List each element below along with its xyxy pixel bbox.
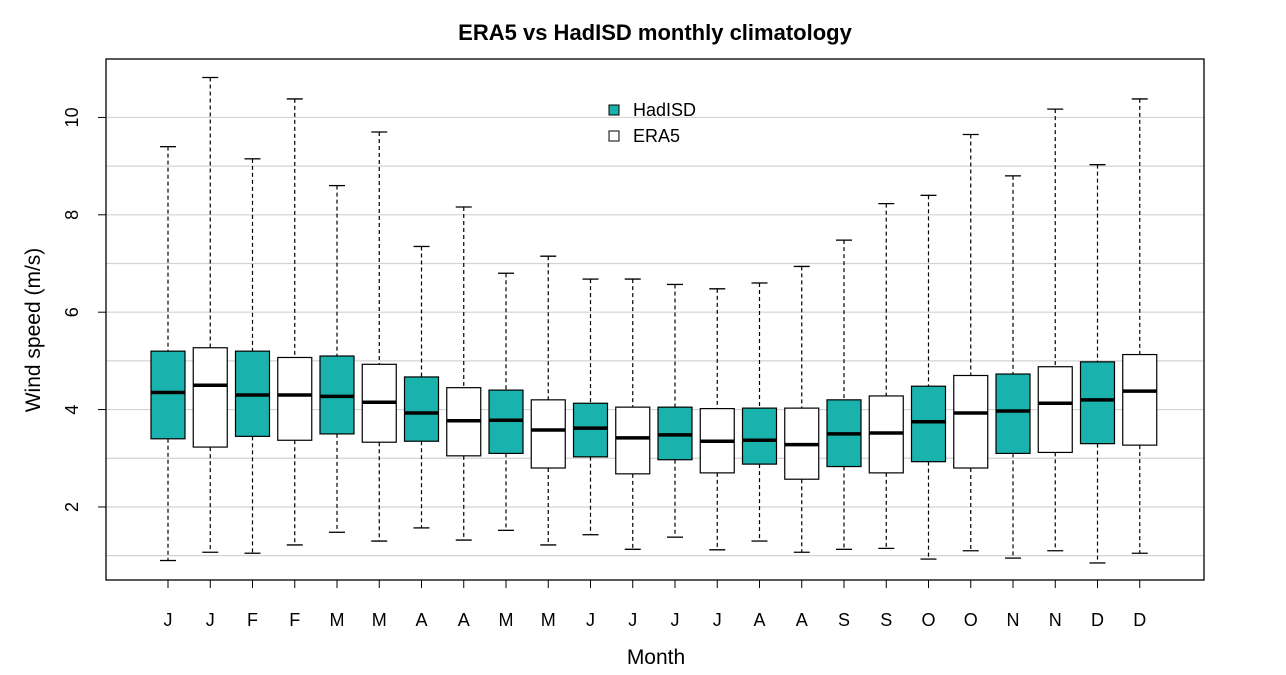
box-era5-12 [1122,98,1158,554]
legend-swatch-era5 [608,130,620,142]
x-tick-label: D [1091,610,1104,630]
box-era5-8 [784,265,820,553]
y-axis-label: Wind speed (m/s) [22,248,45,413]
x-tick-label: J [713,610,722,630]
box-hadisd-5 [488,272,524,531]
box-era5-11 [1037,108,1073,552]
chart-title: ERA5 vs HadISD monthly climatology [458,20,852,45]
box-iqr [150,350,186,440]
x-tick-label: F [289,610,300,630]
y-tick-label: 10 [62,107,82,127]
box-hadisd-11 [995,175,1031,559]
box-era5-1 [192,76,228,553]
x-tick-label: S [838,610,850,630]
x-tick-label: A [415,610,427,630]
box-hadisd-1 [150,145,186,562]
box-iqr [615,406,651,475]
box-hadisd-3 [319,184,355,533]
box-hadisd-12 [1079,164,1116,564]
box-iqr [277,356,313,441]
x-tick-label: A [753,610,765,630]
x-tick-label: A [796,610,808,630]
x-tick-label: S [880,610,892,630]
box-iqr [741,407,778,465]
box-era5-7 [699,288,735,551]
box-era5-4 [446,206,482,541]
x-tick-label: D [1133,610,1146,630]
box-era5-3 [361,131,397,542]
legend-label-era5: ERA5 [633,126,680,146]
x-tick-label: M [541,610,556,630]
y-axis: 2 4 6 8 10 [62,107,107,512]
legend-label-hadisd: HadISD [633,100,696,120]
box-hadisd-9 [826,239,862,550]
gridlines [106,116,1204,557]
box-iqr [1122,353,1158,446]
legend-swatch-hadisd [608,104,620,116]
x-tick-label: J [628,610,637,630]
box-era5-5 [530,255,566,546]
x-tick-label: M [330,610,345,630]
box-iqr [953,374,989,469]
x-tick-label: J [164,610,173,630]
y-tick-label: 6 [62,307,82,317]
x-tick-label: F [247,610,258,630]
box-era5-6 [615,278,651,550]
box-iqr [1037,366,1073,454]
y-tick-label: 4 [62,405,82,415]
box-era5-9 [868,202,904,550]
box-series [150,76,1158,564]
x-axis-label: Month [627,646,685,669]
box-iqr [192,347,228,448]
x-tick-label: O [921,610,935,630]
box-hadisd-10 [910,194,947,560]
x-tick-label: O [964,610,978,630]
box-hadisd-8 [741,282,778,542]
box-iqr [530,399,566,469]
x-tick-label: M [499,610,514,630]
x-tick-label: J [206,610,215,630]
x-tick-label: M [372,610,387,630]
box-iqr [403,376,440,442]
box-era5-10 [953,133,989,552]
x-tick-label: J [671,610,680,630]
x-tick-label: J [586,610,595,630]
box-hadisd-6 [572,278,609,536]
x-tick-label: N [1049,610,1062,630]
y-tick-label: 2 [62,502,82,512]
box-iqr [995,373,1031,455]
box-iqr [572,402,609,458]
x-tick-label: A [458,610,470,630]
x-tick-label: N [1007,610,1020,630]
box-iqr [1079,361,1116,445]
box-hadisd-4 [403,245,440,529]
legend: HadISD ERA5 [608,100,696,146]
box-iqr [910,385,947,463]
box-hadisd-2 [234,158,271,554]
y-tick-label: 8 [62,210,82,220]
box-hadisd-7 [657,283,693,538]
box-era5-2 [277,98,313,546]
